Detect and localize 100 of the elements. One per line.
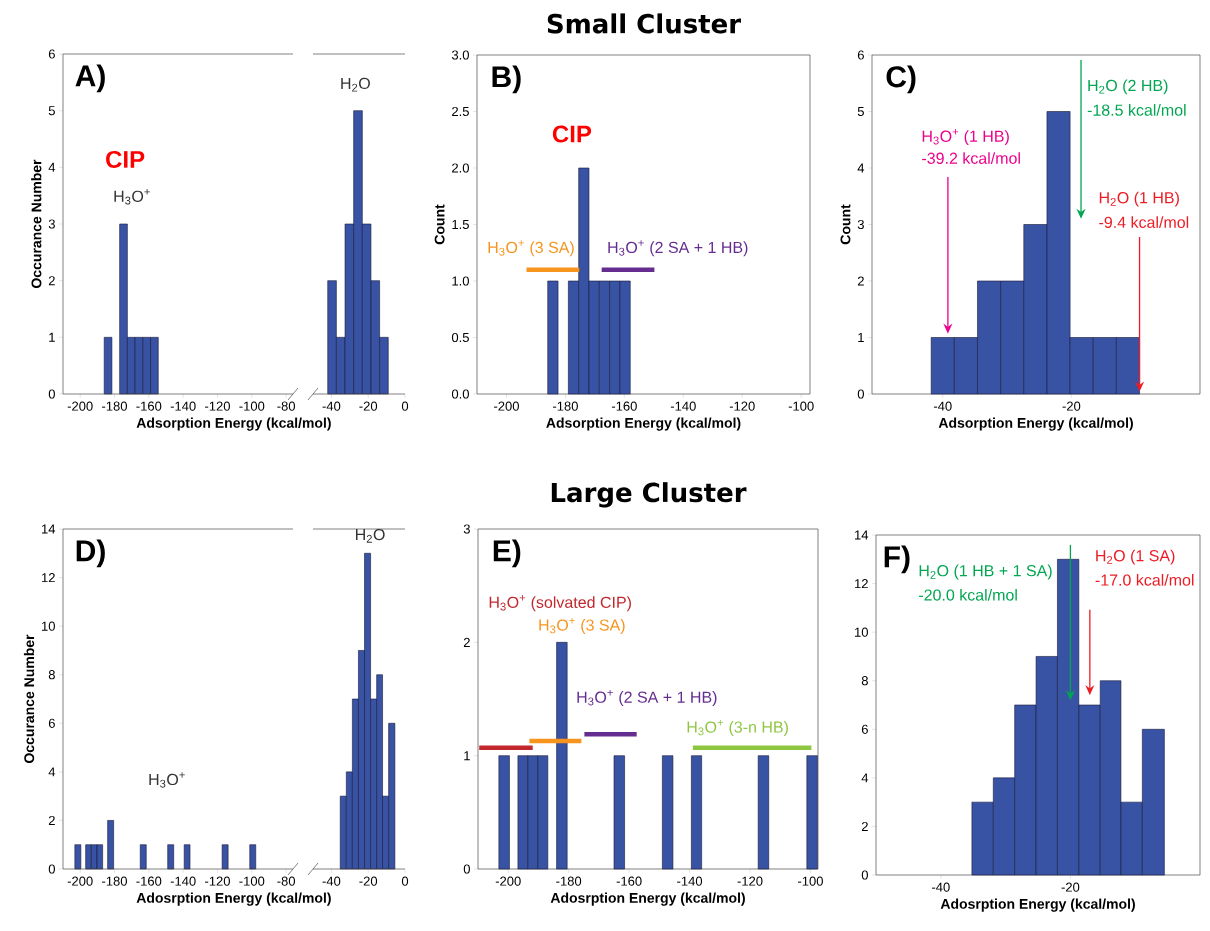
y-tick-label: 4 <box>48 767 56 777</box>
x-axis-title: Adsorption Energy (kcal/mol) <box>938 417 1133 431</box>
x-tick-label: -100 <box>798 876 823 886</box>
x-tick-label: -120 <box>205 401 230 411</box>
y-tick-label: 2 <box>48 815 55 825</box>
annotation: CIP <box>552 125 592 143</box>
annotation: H$_{2}$O (1 SA) <box>1096 549 1175 565</box>
annotation: H$_{2}$O <box>355 528 385 543</box>
y-tick-label: 0.5 <box>451 332 469 343</box>
x-tick-label: -180 <box>552 401 578 411</box>
y-tick-label: 3 <box>48 219 55 229</box>
y-tick-label: 3 <box>463 524 470 534</box>
y-tick-label: 0.0 <box>451 389 469 399</box>
y-tick-label: 14 <box>855 530 869 540</box>
x-axis-title: Adosrption Energy (kcal/mol) <box>136 892 331 906</box>
y-tick-label: 2.0 <box>452 163 469 173</box>
x-tick-label: -120 <box>729 401 755 411</box>
x-tick-label: -180 <box>102 401 127 411</box>
x-tick-label: -180 <box>556 876 582 886</box>
annotation: H$_{2}$O (2 HB) <box>1088 79 1168 95</box>
chart-title: Small Cluster <box>547 13 741 34</box>
x-tick-label: -40 <box>933 401 952 411</box>
y-tick-label: 12 <box>855 579 868 589</box>
annotation: B) <box>492 65 521 94</box>
annotation: CIP <box>106 150 145 168</box>
annotation: H$_{3}$O$^{+}$ <box>114 189 150 205</box>
y-tick-label: 5 <box>48 106 55 116</box>
x-axis-title: Adosrption Energy (kcal/mol) <box>940 898 1135 912</box>
x-tick-label: -100 <box>239 876 265 886</box>
y-axis-title: Count <box>434 204 445 245</box>
y-tick-label: 5 <box>857 106 864 117</box>
x-axis-title: Adsorption Energy (kcal/mol) <box>136 417 331 431</box>
y-tick-label: 4 <box>857 163 865 173</box>
y-tick-label: 0 <box>857 389 864 399</box>
x-tick-label: -100 <box>788 401 814 411</box>
x-tick-label: -200 <box>67 876 93 886</box>
y-tick-label: 1 <box>858 333 864 342</box>
x-tick-label: -140 <box>170 401 196 411</box>
y-tick-label: 1.0 <box>452 276 469 286</box>
x-tick-label: 0 <box>401 401 409 411</box>
annotation: H$_{3}$O$^{+}$ <box>149 772 185 788</box>
x-tick-label: -160 <box>611 401 637 411</box>
y-tick-label: 3 <box>857 219 864 230</box>
text: H$_{3}$O$^{+}$ (3 SA) <box>539 617 625 634</box>
x-tick-label: -160 <box>616 876 642 886</box>
annotation: H$_{2}$O (1 HB) <box>1099 191 1179 207</box>
annotation: A) <box>75 64 105 93</box>
y-tick-label: 10 <box>855 627 868 637</box>
x-tick-label: -100 <box>239 401 265 411</box>
x-tick-label: 0 <box>401 876 409 886</box>
annotation: E) <box>493 539 521 568</box>
x-tick-label: -200 <box>494 401 519 411</box>
annotation: F) <box>884 545 910 574</box>
y-tick-label: 6 <box>861 724 868 734</box>
ref-line-label: -18.5 kcal/mol <box>1087 104 1186 116</box>
x-tick-label: -40 <box>322 876 341 886</box>
y-tick-label: 12 <box>42 573 55 583</box>
y-tick-label: 6 <box>48 718 55 728</box>
chart-title: Large Cluster <box>551 482 747 508</box>
series-label: H$_{3}$O$^{+}$ (3 SA) <box>488 240 574 257</box>
x-axis-title: Adosrption Energy (kcal/mol) <box>550 892 745 906</box>
y-tick-label: 8 <box>861 676 868 686</box>
text: H$_{3}$O$^{+}$ (solvated CIP) <box>489 595 631 612</box>
y-tick-label: 0 <box>48 389 55 399</box>
x-tick-label: -40 <box>931 882 950 892</box>
annotation: D) <box>76 539 105 568</box>
x-tick-label: -140 <box>170 876 196 886</box>
x-tick-label: -120 <box>737 876 763 886</box>
x-tick-label: -200 <box>67 401 93 411</box>
y-tick-label: 4 <box>861 773 869 783</box>
x-tick-label: -20 <box>1062 401 1081 411</box>
y-tick-label: 2 <box>48 276 55 286</box>
y-tick-label: 1.5 <box>452 219 469 230</box>
x-axis-title: Adsorption Energy (kcal/mol) <box>546 417 741 431</box>
y-tick-label: 10 <box>42 621 55 631</box>
x-tick-label: -160 <box>136 401 162 411</box>
y-tick-label: 1 <box>49 332 55 342</box>
y-tick-label: 0 <box>48 864 55 874</box>
x-tick-label: -80 <box>277 876 296 886</box>
ref-line-label: -9.4 kcal/mol <box>1099 216 1189 229</box>
ref-line-label: -39.2 kcal/mol <box>922 152 1020 164</box>
y-tick-label: 2 <box>463 637 470 647</box>
y-tick-label: 2.5 <box>452 106 469 117</box>
x-tick-label: -180 <box>102 876 127 886</box>
y-tick-label: 3.0 <box>451 50 469 60</box>
annotation: H$_{3}$O$^{+}$ (1 HB) <box>922 129 1009 146</box>
x-tick-label: -40 <box>322 401 341 411</box>
y-tick-label: 6 <box>48 49 55 59</box>
y-tick-label: 2 <box>861 821 868 831</box>
x-tick-label: -20 <box>1061 882 1080 892</box>
x-tick-label: -160 <box>136 876 162 886</box>
annotation: H$_{2}$O <box>341 77 370 92</box>
ref-line-label: -17.0 kcal/mol <box>1095 574 1194 586</box>
x-tick-label: -20 <box>359 401 378 411</box>
y-tick-label: 0 <box>463 864 470 874</box>
x-tick-label: -200 <box>495 876 521 886</box>
y-tick-label: 8 <box>48 670 55 680</box>
x-tick-label: -120 <box>205 876 230 886</box>
series-label: H$_{3}$O$^{+}$ (2 SA + 1 HB) <box>608 240 748 257</box>
x-tick-label: -140 <box>670 401 696 411</box>
